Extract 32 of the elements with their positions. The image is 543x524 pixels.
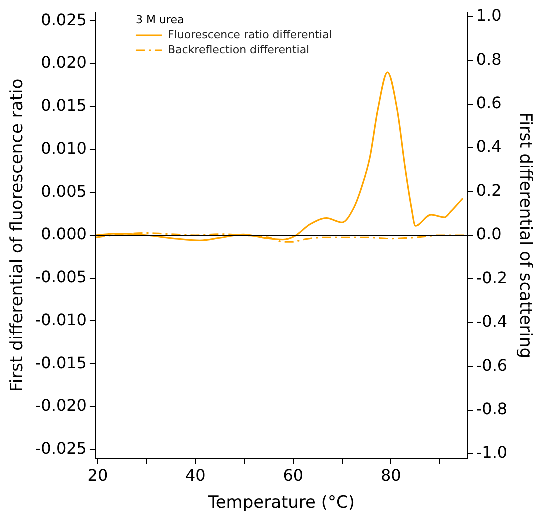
x-tick-label: 60 [283,466,304,486]
y2-tick-label: -0.2 [476,268,508,288]
y-tick-label: -0.015 [35,353,87,372]
y-axis-title: First differential of fluorescence ratio [8,78,28,392]
y-tick-label: 0.015 [41,96,87,116]
y2-tick-label: -0.8 [476,399,508,418]
y2-axis-title: First differential of scattering [515,112,536,359]
y-tick-label: 0.020 [41,53,87,72]
x-axis-title: Temperature (°C) [207,493,356,514]
y2-tick-label: 0.8 [476,50,502,69]
x-tick-label: 20 [88,466,108,486]
y-tick-label: 0.025 [41,10,87,30]
y2-tick-label: 0.0 [476,224,502,244]
y-tick-label: 0.000 [41,224,87,244]
y2-tick-label: -1.0 [476,443,508,462]
y-tick-label: 0.010 [41,138,87,158]
y2-tick-label: -0.6 [476,356,508,375]
x-tick-label: 40 [185,466,206,486]
y2-tick-label: 0.6 [476,94,502,113]
y-tick-label: 0.005 [41,182,87,201]
legend-title: 3 M urea [136,13,184,26]
x-tick-label: 80 [380,466,402,486]
legend-label: Backreflection differential [168,43,310,56]
y2-tick-label: -0.4 [476,312,508,332]
y2-tick-label: 0.2 [476,180,502,200]
legend-label: Fluorescence ratio differential [168,28,332,42]
y2-tick-label: 1.0 [476,6,502,26]
y2-tick-label: 0.4 [476,137,502,156]
y-tick-label: -0.005 [35,268,87,287]
y-tick-label: -0.010 [35,310,87,330]
y-tick-label: -0.025 [35,438,87,458]
y-tick-label: -0.020 [35,396,87,416]
